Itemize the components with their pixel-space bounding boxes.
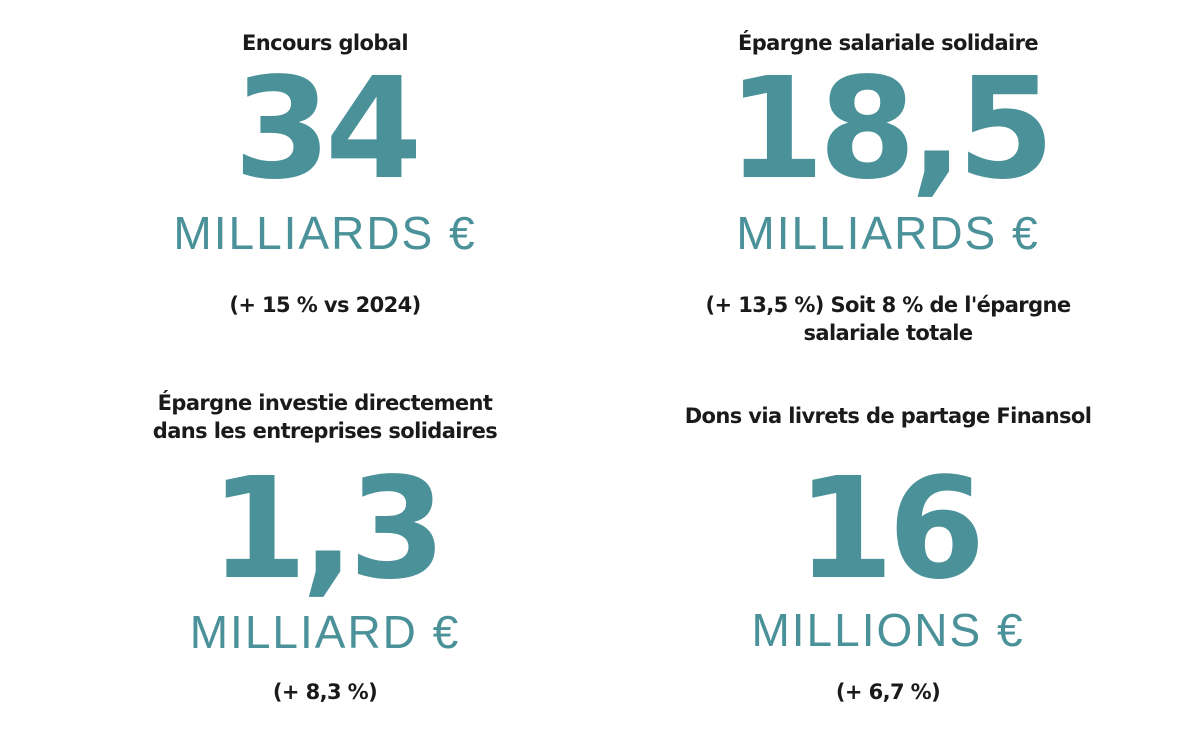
text-line: Épargne investie directement — [157, 391, 493, 415]
block-note: (+ 15 % vs 2024) — [25, 291, 625, 319]
text-line: Encours global — [242, 31, 409, 55]
text-line: (+ 8,3 %) — [272, 680, 378, 704]
text-line: (+ 15 % vs 2024) — [229, 293, 421, 317]
text-line: Épargne salariale solidaire — [737, 31, 1039, 55]
block-title: Encours global — [25, 29, 625, 57]
block-note: (+ 13,5 %) Soit 8 % de l'épargne salarial… — [588, 291, 1188, 347]
key-figure: 18,5 — [727, 48, 1054, 211]
figure-unit: MILLIONS € — [751, 604, 1025, 656]
text-line: dans les entreprises solidaires — [152, 419, 498, 443]
block-note: (+ 6,7 %) — [588, 678, 1188, 706]
block-note: (+ 8,3 %) — [25, 678, 625, 706]
block-title: Dons via livrets de partage Finansol — [588, 402, 1188, 430]
figure-unit: MILLIARD € — [189, 606, 461, 658]
block-title: Épargne investie directement dans les ent… — [25, 389, 625, 445]
key-figure: 1,3 — [209, 448, 446, 611]
key-figure: 34 — [233, 48, 423, 211]
text-line: salariale totale — [803, 321, 973, 345]
text-line: (+ 13,5 %) Soit 8 % de l'épargne — [705, 293, 1072, 317]
text-line: (+ 6,7 %) — [835, 680, 941, 704]
block-title: Épargne salariale solidaire — [588, 29, 1188, 57]
text-line: Dons via livrets de partage Finansol — [684, 404, 1092, 428]
figure-unit: MILLIARDS € — [736, 207, 1040, 259]
key-figure: 16 — [796, 448, 986, 611]
figure-unit: MILLIARDS € — [173, 207, 477, 259]
